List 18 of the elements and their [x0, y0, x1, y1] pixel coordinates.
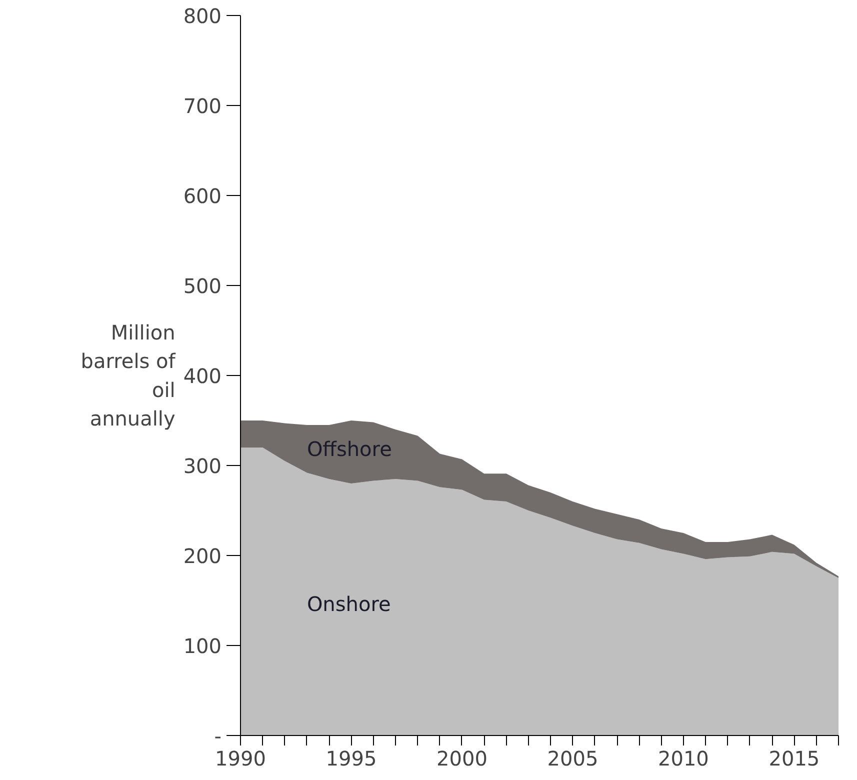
- x-tick-label: 2015: [768, 746, 820, 770]
- x-tick-label: 1995: [326, 746, 377, 770]
- y-tick-label: 500: [183, 274, 222, 298]
- x-tick-label: 2005: [547, 746, 598, 770]
- y-tick-label: 300: [183, 454, 222, 478]
- x-tick-label: 2010: [658, 746, 709, 770]
- y-tick-label: 700: [183, 94, 222, 118]
- y-tick-label: 800: [183, 4, 222, 28]
- y-tick-label: -: [214, 724, 222, 748]
- y-tick-label: 200: [183, 544, 222, 568]
- y-axis-title: Million barrels of oil annually: [80, 320, 176, 431]
- series-label: Offshore: [306, 436, 392, 461]
- series-label: Onshore: [306, 592, 391, 616]
- y-tick-label: 600: [183, 184, 222, 208]
- y-tick-label: 100: [183, 634, 222, 658]
- x-tick-label: 2000: [436, 746, 488, 770]
- x-tick-label: 1990: [215, 746, 266, 770]
- y-tick-label: 400: [183, 364, 222, 388]
